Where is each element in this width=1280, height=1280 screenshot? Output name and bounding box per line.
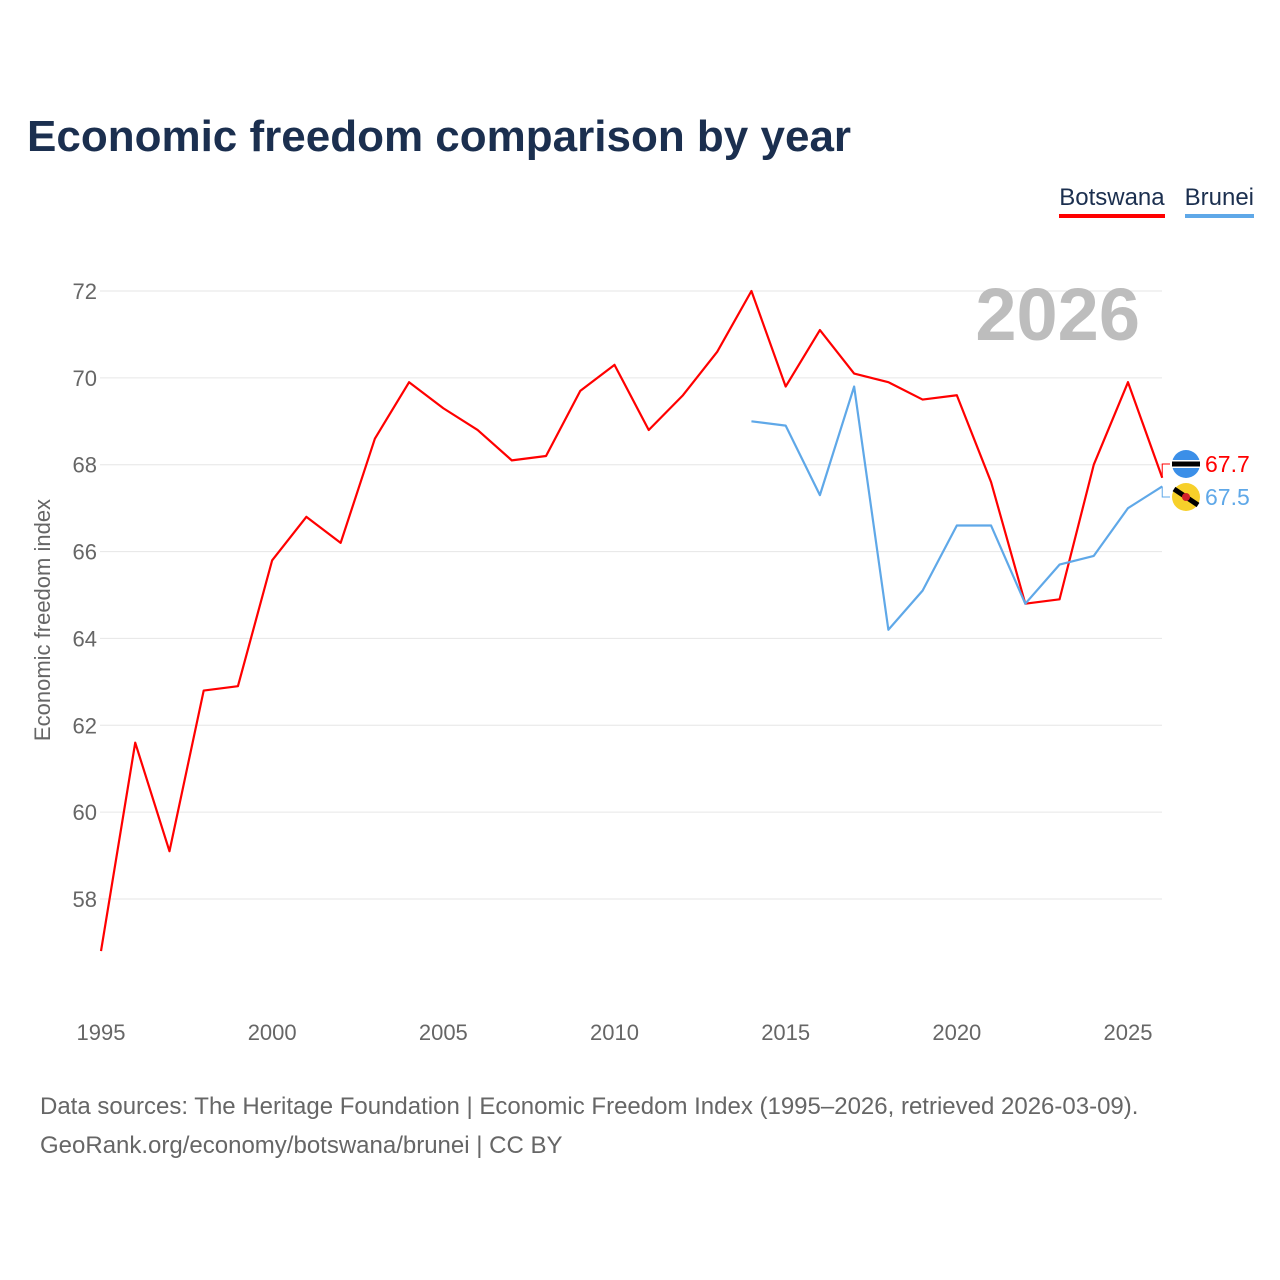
x-tick-label: 2010 <box>590 1020 639 1045</box>
series-line-brunei <box>751 385 1163 631</box>
end-value-label: 67.5 <box>1205 484 1250 510</box>
legend-botswana[interactable]: Botswana <box>1059 184 1165 218</box>
x-tick-label: 2005 <box>419 1020 468 1045</box>
y-tick-label: 62 <box>73 713 97 738</box>
series-line-botswana <box>99 289 1164 952</box>
year-watermark: 2026 <box>975 273 1140 356</box>
legend-brunei[interactable]: Brunei <box>1184 184 1254 218</box>
flag-stripe <box>1172 461 1200 467</box>
source-link[interactable]: GeoRank.org/economy/botswana/brunei | CC… <box>40 1132 563 1159</box>
x-tick-label: 2000 <box>248 1020 297 1045</box>
legend: Botswana Brunei <box>1059 184 1254 218</box>
x-tick-label: 2025 <box>1104 1020 1153 1045</box>
y-tick-label: 70 <box>73 366 97 391</box>
y-tick-label: 60 <box>73 800 97 825</box>
y-axis-label: Economic freedom index <box>30 499 55 741</box>
y-tick-label: 72 <box>73 279 97 304</box>
x-tick-label: 2020 <box>932 1020 981 1045</box>
y-tick-label: 64 <box>73 626 97 651</box>
x-tick-label: 1995 <box>77 1020 126 1045</box>
x-tick-label: 2015 <box>761 1020 810 1045</box>
source-note: Data sources: The Heritage Foundation | … <box>40 1087 1138 1165</box>
y-tick-label: 68 <box>73 453 97 478</box>
flag-emblem <box>1182 493 1190 501</box>
y-tick-label: 58 <box>73 887 97 912</box>
end-connector <box>1161 486 1170 498</box>
chart-title: Economic freedom comparison by year <box>27 112 852 161</box>
end-value-label: 67.7 <box>1205 451 1250 477</box>
source-line-1: Data sources: The Heritage Foundation | … <box>40 1093 1139 1120</box>
end-connector <box>1161 463 1170 478</box>
y-tick-label: 66 <box>73 540 97 565</box>
